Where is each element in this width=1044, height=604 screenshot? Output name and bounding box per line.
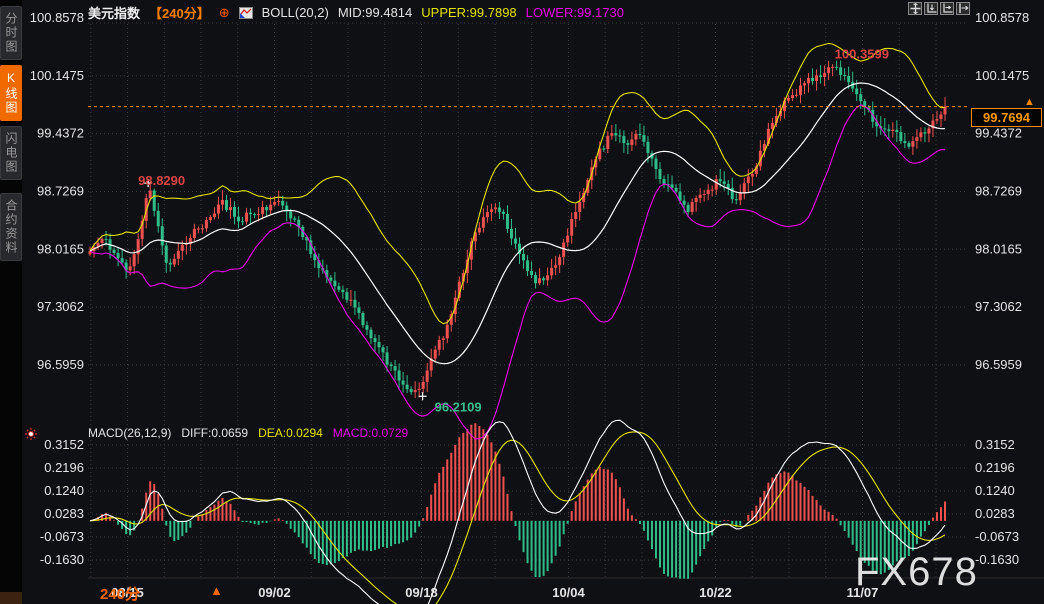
svg-text:0.0283: 0.0283 [44, 506, 84, 521]
sidebar-tab-kline-chart[interactable]: K线图 [0, 65, 22, 121]
boll-mid-value: MID:99.4814 [337, 5, 413, 20]
chart-header: 美元指数 【240分】 ⊕ BOLL(20,2) MID:99.4814 UPP… [88, 3, 624, 22]
price-up-arrow-icon: ▲ [1024, 96, 1035, 108]
svg-text:96.5959: 96.5959 [975, 357, 1022, 372]
svg-text:100.8578: 100.8578 [30, 10, 84, 25]
svg-text:100.1475: 100.1475 [30, 68, 84, 83]
macd-indicator-label[interactable]: MACD(26,12,9) [88, 426, 172, 440]
zoom-axis-vertical-button[interactable] [924, 2, 938, 15]
macd-diff-line [89, 419, 946, 604]
svg-text:11/07: 11/07 [847, 585, 879, 600]
crosshair-icon [910, 3, 920, 14]
macd-dea-value: DEA:0.0294 [258, 426, 323, 440]
svg-text:96.5959: 96.5959 [37, 357, 84, 372]
boll-upper-line [89, 42, 946, 325]
macd-dea-line [89, 431, 946, 604]
boll-mid-line [89, 82, 946, 365]
price-annotations: 98.8290 100.3599 96.2109 [138, 47, 889, 415]
svg-text:98.7269: 98.7269 [37, 183, 84, 198]
x-axis-date-labels: 08/15 09/02 09/18 10/04 10/22 11/07 [111, 585, 878, 600]
current-price-value: 99.7694 [983, 110, 1030, 125]
macd-histogram [93, 423, 946, 579]
crosshair-move-button[interactable] [908, 2, 922, 15]
zoom-axis-horizontal-button[interactable] [940, 2, 954, 15]
candles [88, 60, 947, 398]
chart-toolbar [908, 2, 970, 15]
boll-indicator-label[interactable]: BOLL(20,2) [261, 5, 329, 20]
svg-text:100.1475: 100.1475 [975, 68, 1029, 83]
boll-lower-value: LOWER:99.1730 [525, 5, 624, 20]
svg-text:0.3152: 0.3152 [975, 437, 1015, 452]
current-price-box: 99.7694 [971, 108, 1042, 127]
watermark: FX678 [855, 550, 978, 594]
sidebar: 分时图 K线图 闪电图 合约资料 [0, 0, 22, 604]
pan-right-button[interactable] [956, 2, 970, 15]
svg-text:0.1240: 0.1240 [975, 483, 1015, 498]
svg-text:97.3062: 97.3062 [37, 299, 84, 314]
svg-text:96.2109: 96.2109 [435, 399, 482, 414]
svg-text:98.0165: 98.0165 [37, 241, 84, 256]
svg-text:100.3599: 100.3599 [835, 47, 889, 62]
timeframe-up-arrow-icon[interactable]: ▲ [210, 583, 223, 598]
mini-chart-icon[interactable] [238, 6, 253, 19]
sidebar-tab-time-chart[interactable]: 分时图 [0, 6, 22, 60]
svg-text:-0.0673: -0.0673 [40, 529, 84, 544]
svg-text:100.8578: 100.8578 [975, 10, 1029, 25]
svg-text:10/22: 10/22 [699, 585, 732, 600]
svg-text:0.1240: 0.1240 [44, 483, 84, 498]
svg-text:99.4372: 99.4372 [37, 126, 84, 141]
svg-text:98.8290: 98.8290 [138, 173, 185, 188]
sidebar-tab-lightning-chart[interactable]: 闪电图 [0, 126, 22, 180]
axis-right-arrow-icon [942, 3, 952, 13]
symbol-name: 美元指数 [88, 6, 141, 21]
svg-text:0.0283: 0.0283 [975, 506, 1015, 521]
axis-down-arrow-icon [926, 3, 936, 13]
sidebar-bottom-block [0, 592, 22, 604]
svg-text:99.4372: 99.4372 [975, 126, 1022, 141]
bar-right-arrow-icon [958, 3, 969, 13]
svg-text:10/04: 10/04 [552, 585, 585, 600]
svg-text:97.3062: 97.3062 [975, 299, 1022, 314]
svg-text:08/15: 08/15 [111, 585, 144, 600]
timeframe-label[interactable]: 240分 [100, 586, 141, 603]
boll-upper-value: UPPER:99.7898 [421, 5, 517, 20]
svg-text:-0.0673: -0.0673 [975, 529, 1019, 544]
boll-lower-line [89, 104, 946, 440]
macd-diff-value: DIFF:0.0659 [181, 426, 249, 440]
alert-icon[interactable] [24, 427, 38, 441]
svg-text:98.0165: 98.0165 [975, 241, 1022, 256]
svg-text:0.2196: 0.2196 [975, 460, 1015, 475]
sidebar-tab-contract-info[interactable]: 合约资料 [0, 193, 22, 261]
macd-macd-value: MACD:0.0729 [332, 426, 409, 440]
svg-text:0.3152: 0.3152 [44, 437, 84, 452]
svg-text:09/02: 09/02 [258, 585, 291, 600]
macd-header: MACD(26,12,9) DIFF:0.0659 DEA:0.0294 MAC… [88, 426, 408, 440]
target-circle-icon[interactable]: ⊕ [218, 4, 230, 20]
svg-text:09/18: 09/18 [405, 585, 438, 600]
svg-text:0.2196: 0.2196 [44, 460, 84, 475]
svg-text:-0.1630: -0.1630 [40, 552, 84, 567]
svg-text:-0.1630: -0.1630 [975, 552, 1019, 567]
svg-text:98.7269: 98.7269 [975, 183, 1022, 198]
period-label[interactable]: 【240分】 [149, 6, 210, 21]
